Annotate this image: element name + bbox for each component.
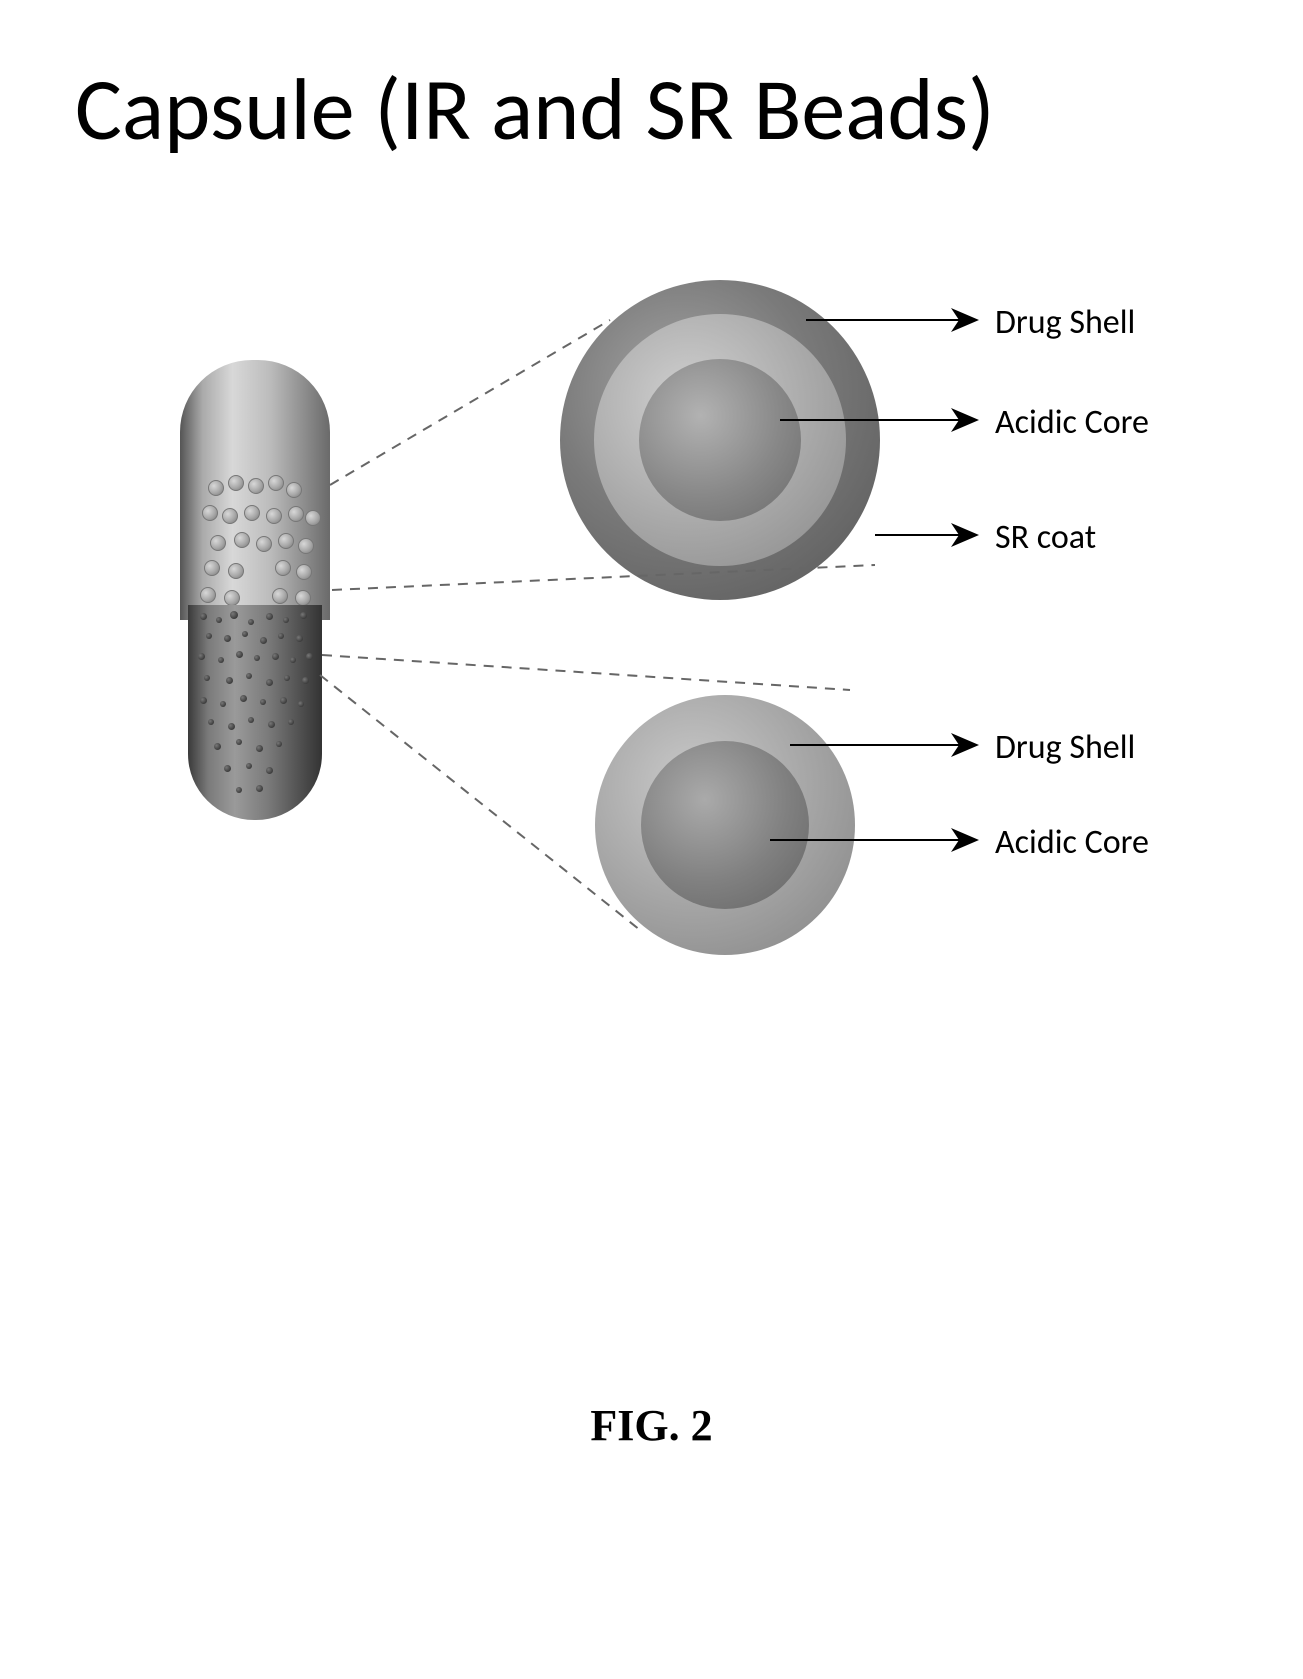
- sr-bead-small: [268, 475, 284, 491]
- sr-bead-small: [208, 480, 224, 496]
- sr-bead-small: [305, 510, 321, 526]
- ir-dot: [218, 657, 224, 663]
- ir-dot: [242, 631, 248, 637]
- ir-dot: [224, 635, 231, 642]
- ir-dot: [228, 723, 235, 730]
- ir-dot: [236, 739, 242, 745]
- ir-dot: [220, 701, 226, 707]
- ir-dot: [290, 657, 296, 663]
- ir-dot: [272, 653, 279, 660]
- sr-bead-small: [210, 535, 226, 551]
- ir-dot: [296, 635, 303, 642]
- sr-bead-small: [222, 508, 238, 524]
- diagram-container: Drug Shell Acidic Core SR coat Drug Shel…: [0, 260, 1303, 1080]
- sr-bead-small: [288, 506, 304, 522]
- sr-bead-small: [298, 538, 314, 554]
- sr-bead-small: [228, 475, 244, 491]
- ir-dot: [214, 743, 221, 750]
- capsule: [180, 360, 330, 820]
- sr-bead-small: [200, 587, 216, 603]
- label-acidic-core-ir: Acidic Core: [995, 822, 1149, 863]
- sr-bead-enlarged: [560, 280, 880, 600]
- ir-dot: [230, 611, 238, 619]
- ir-dot: [302, 677, 309, 684]
- sr-bead-small: [244, 505, 260, 521]
- ir-dot: [224, 765, 231, 772]
- ir-dot: [200, 697, 207, 704]
- ir-dot: [216, 617, 222, 623]
- ir-dot: [246, 673, 252, 679]
- ir-dot: [266, 613, 273, 620]
- ir-dot: [256, 785, 263, 792]
- page-title: Capsule (IR and SR Beads): [75, 55, 995, 163]
- label-drug-shell-sr: Drug Shell: [995, 302, 1135, 343]
- label-drug-shell-ir: Drug Shell: [995, 727, 1135, 768]
- sr-bead-small: [296, 564, 312, 580]
- sr-bead-small: [275, 560, 291, 576]
- acidic-core-layer: [641, 741, 809, 909]
- ir-bead-enlarged: [595, 695, 855, 955]
- acidic-core-layer: [639, 359, 801, 521]
- sr-bead-small: [278, 533, 294, 549]
- ir-dot: [260, 699, 266, 705]
- ir-dot: [280, 697, 287, 704]
- sr-bead-small: [234, 532, 250, 548]
- ir-dot: [266, 767, 273, 774]
- sr-bead-small: [295, 590, 311, 606]
- ir-dot: [266, 679, 273, 686]
- ir-dot: [236, 651, 243, 658]
- ir-dot: [254, 655, 260, 661]
- ir-dot: [276, 741, 282, 747]
- ir-dot: [248, 717, 254, 723]
- label-acidic-core-sr: Acidic Core: [995, 402, 1149, 443]
- ir-dot: [288, 719, 294, 725]
- sr-bead-small: [272, 588, 288, 604]
- ir-dot: [284, 675, 290, 681]
- ir-dot: [268, 721, 275, 728]
- ir-dot: [256, 745, 263, 752]
- ir-dot: [298, 701, 304, 707]
- sr-bead-small: [248, 478, 264, 494]
- ir-dot: [200, 613, 207, 620]
- capsule-top-half: [180, 360, 330, 620]
- ir-dot: [300, 612, 307, 619]
- sr-bead-small: [256, 536, 272, 552]
- ir-dot: [204, 675, 210, 681]
- sr-bead-small: [202, 505, 218, 521]
- ir-dot: [240, 695, 247, 702]
- figure-caption: FIG. 2: [0, 1400, 1303, 1451]
- ir-dot: [283, 617, 289, 623]
- sr-bead-small: [266, 508, 282, 524]
- ir-dot: [206, 633, 212, 639]
- sr-bead-small: [228, 563, 244, 579]
- sr-bead-small: [204, 560, 220, 576]
- ir-dot: [278, 633, 284, 639]
- label-sr-coat: SR coat: [995, 517, 1096, 558]
- ir-dot: [248, 619, 254, 625]
- ir-dot: [236, 787, 242, 793]
- ir-dot: [260, 637, 267, 644]
- sr-bead-small: [286, 482, 302, 498]
- ir-dot: [306, 653, 313, 660]
- ir-dot: [198, 653, 205, 660]
- ir-dot: [226, 677, 233, 684]
- sr-bead-small: [224, 590, 240, 606]
- ir-dot: [208, 719, 214, 725]
- capsule-bottom-half: [188, 605, 322, 820]
- ir-dot: [246, 763, 252, 769]
